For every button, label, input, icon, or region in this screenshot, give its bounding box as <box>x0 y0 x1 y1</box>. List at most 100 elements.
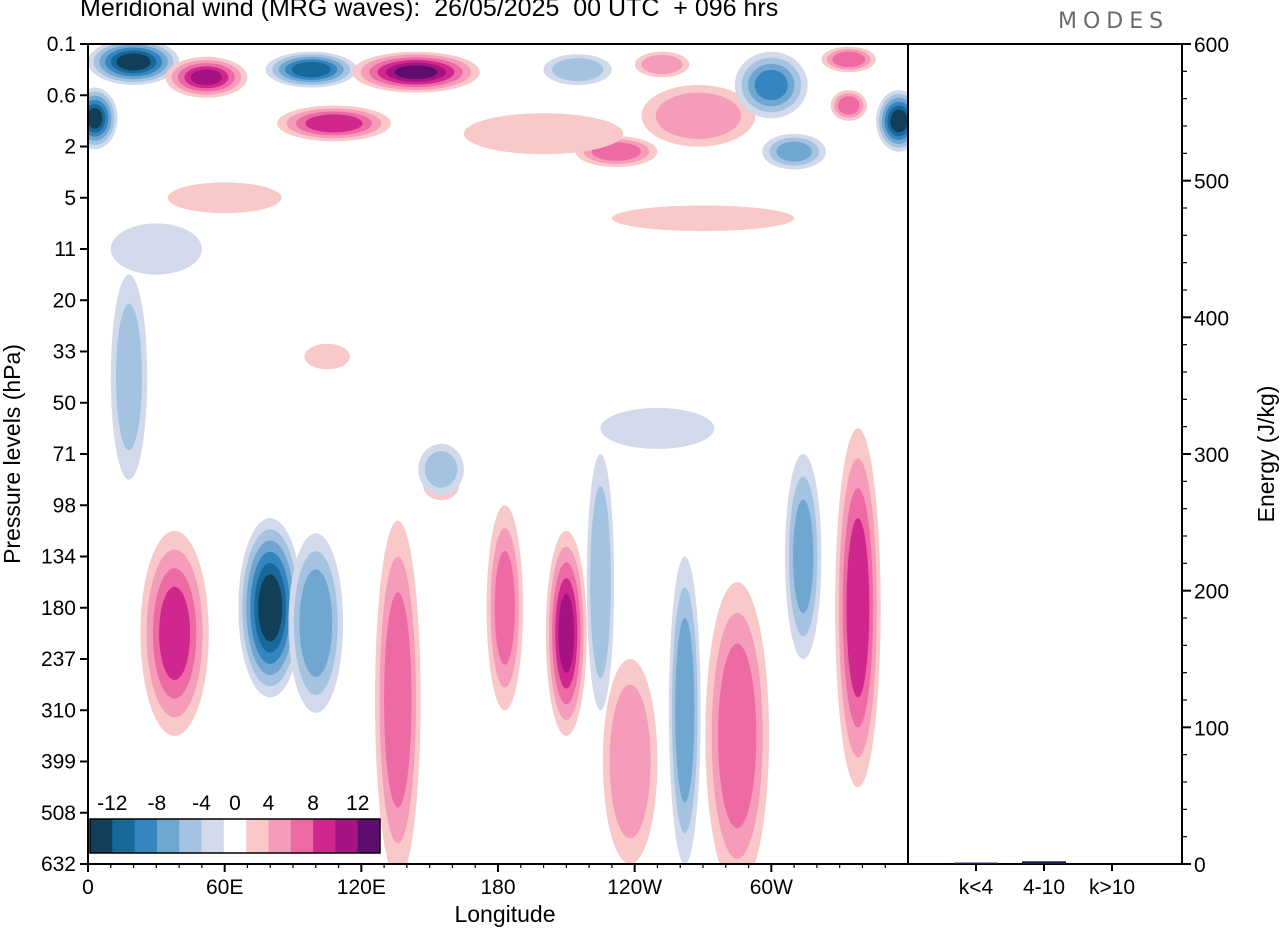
contour-feature-11-level-2 <box>776 141 812 162</box>
x-tick-label: 120E <box>337 876 386 899</box>
colorbar-swatch <box>268 819 292 853</box>
contour-feature-14-level-5 <box>890 109 908 133</box>
contour-feature-5-level-3 <box>305 114 363 133</box>
y-tick-label: 508 <box>41 802 76 825</box>
colorbar-swatch <box>335 819 359 853</box>
contour-feature-7-level-1 <box>641 54 683 75</box>
y-tick-label: 20 <box>53 289 76 312</box>
contour-feature-15-level-0 <box>463 113 624 155</box>
energy-tick-label: 0 <box>1194 854 1206 877</box>
contour-feature-31-level-3 <box>846 518 870 698</box>
energy-tick-label: 400 <box>1194 307 1229 330</box>
contour-feature-35-level-0 <box>600 407 715 449</box>
chart-title: Meridional wind (MRG waves): 26/05/2025 … <box>80 0 779 22</box>
colorbar-tick-label: 4 <box>263 792 275 815</box>
colorbar-tick-label: 8 <box>307 792 319 815</box>
x-axis-label: Longitude <box>454 901 555 927</box>
contour-feature-6-level-1 <box>552 58 604 82</box>
colorbar-swatch <box>201 819 225 853</box>
contour-feature-2-level-4 <box>190 69 223 86</box>
colorbar-swatch <box>134 819 158 853</box>
contour-feature-18-level-0 <box>110 223 202 275</box>
energy-panel: 0 100 200 300 400 500 600 k<4 4-10 k>10 Energy (J/… <box>907 34 1279 899</box>
colorbar-tick-label: -12 <box>97 792 127 815</box>
contour-feature-28-level-2 <box>675 618 695 803</box>
y-tick-label: 399 <box>41 751 76 774</box>
y-tick-label: 237 <box>41 648 76 671</box>
contour-feature-25-level-4 <box>558 594 575 673</box>
colorbar-swatch <box>156 819 180 853</box>
y-tick-label: 98 <box>53 494 76 517</box>
x-tick-label: 0 <box>82 876 94 899</box>
colorbar-swatch <box>246 819 269 853</box>
y-tick-label: 50 <box>53 392 76 415</box>
x-tick-label: 180 <box>480 876 515 899</box>
energy-tick-label: 200 <box>1194 581 1229 604</box>
contour-feature-33-level-1 <box>424 451 458 488</box>
contour-feature-13-level-2 <box>837 96 860 115</box>
energy-bar <box>954 862 998 864</box>
energy-tick-label: 100 <box>1194 717 1229 740</box>
contour-feature-24-level-2 <box>494 550 515 665</box>
y-tick-label: 11 <box>54 238 76 261</box>
contour-feature-3-level-4 <box>291 61 331 78</box>
y-tick-label: 2 <box>64 136 76 159</box>
energy-tick-label: 500 <box>1194 171 1229 194</box>
contour-feature-12-level-2 <box>832 51 866 68</box>
energy-axis-label: Energy (J/kg) <box>1253 386 1279 523</box>
colorbar-swatch <box>179 819 202 853</box>
axes: 0.1 0.6 2 5 11 20 33 50 71 98 134 180 237 310 399 508 63… <box>0 33 909 927</box>
contour-feature-30-level-2 <box>793 499 814 614</box>
contour-feature-22-level-2 <box>299 569 333 677</box>
colorbar-swatch <box>357 819 381 853</box>
brand-logo: MODES <box>1058 9 1170 34</box>
colorbar: -12 -8 -4 0 4 8 12 <box>89 792 381 854</box>
contour-feature-27-level-1 <box>609 684 651 839</box>
contour-feature-4-level-5 <box>394 65 438 79</box>
contour-feature-1-level-5 <box>88 108 103 129</box>
contour-feature-20-level-3 <box>159 586 191 681</box>
contour-feature-26-level-1 <box>590 485 611 679</box>
contour-feature-23-level-2 <box>384 592 412 808</box>
y-axis-label: Pressure levels (hPa) <box>0 344 25 564</box>
y-tick-label: 310 <box>41 699 76 722</box>
colorbar-tick-label: -4 <box>192 792 211 815</box>
y-tick-label: 71 <box>53 443 76 466</box>
y-tick-label: 632 <box>41 853 76 876</box>
y-tick-label: 134 <box>41 546 76 569</box>
y-tick-label: 33 <box>53 341 76 364</box>
energy-frame <box>907 43 1183 865</box>
contour-feature-8-level-1 <box>655 92 742 139</box>
colorbar-tick-label: 12 <box>346 792 369 815</box>
colorbar-tick-label: 0 <box>229 792 241 815</box>
y-tick-label: 0.6 <box>47 84 76 107</box>
colorbar-swatch <box>90 819 113 853</box>
contour-feature-19-level-1 <box>116 303 142 451</box>
energy-category-label: 4-10 <box>1023 876 1065 899</box>
contour-feature-29-level-2 <box>718 643 757 829</box>
colorbar-frame <box>89 818 381 854</box>
x-tick-label: 120W <box>607 876 662 899</box>
energy-tick-label: 600 <box>1194 34 1229 57</box>
colorbar-tick-label: -8 <box>148 792 167 815</box>
contour-feature-10-level-3 <box>754 69 788 101</box>
contour-feature-34-level-0 <box>304 343 351 370</box>
x-tick-label: 60E <box>206 876 243 899</box>
colorbar-swatch <box>313 819 336 853</box>
energy-tick-label: 300 <box>1194 444 1229 467</box>
y-tick-label: 180 <box>41 597 76 620</box>
y-tick-label: 5 <box>64 187 76 210</box>
colorbar-swatch <box>223 819 247 853</box>
energy-category-label: k<4 <box>959 876 994 899</box>
contour-feature-16-level-0 <box>611 205 795 232</box>
heatmap-field <box>88 44 908 864</box>
colorbar-swatch <box>290 819 314 853</box>
x-tick-label: 60W <box>750 876 793 899</box>
contour-feature-17-level-0 <box>167 182 282 214</box>
contour-feature-21-level-5 <box>258 574 283 642</box>
contour-feature-0-level-5 <box>116 53 151 71</box>
y-tick-label: 0.1 <box>47 33 76 56</box>
energy-bar <box>1022 861 1066 864</box>
colorbar-swatch <box>112 819 136 853</box>
